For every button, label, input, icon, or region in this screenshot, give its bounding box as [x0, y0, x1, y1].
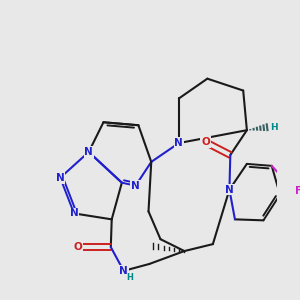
Text: F: F: [295, 186, 300, 196]
Text: N: N: [119, 266, 128, 276]
Text: N: N: [56, 173, 64, 183]
Text: N: N: [131, 181, 140, 191]
Text: H: H: [127, 273, 134, 282]
Text: N: N: [175, 138, 183, 148]
Text: O: O: [201, 137, 210, 147]
Text: N: N: [225, 184, 234, 195]
Text: N: N: [84, 147, 93, 157]
Text: H: H: [270, 123, 278, 132]
Text: O: O: [73, 242, 82, 252]
Text: N: N: [70, 208, 78, 218]
